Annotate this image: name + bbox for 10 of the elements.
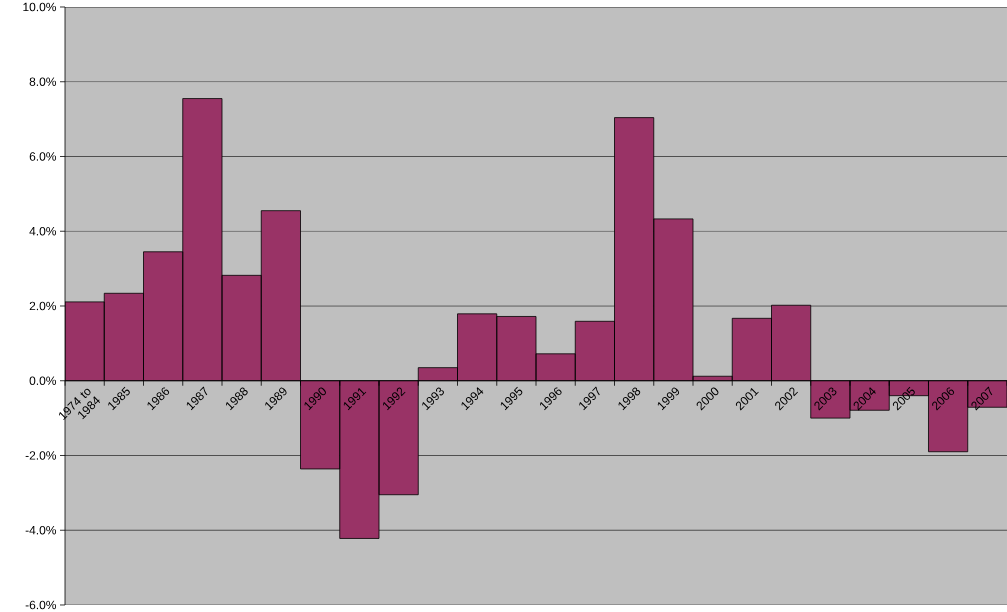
- y-tick-label: 4.0%: [29, 226, 57, 236]
- y-tick-label: -2.0%: [25, 451, 57, 460]
- y-tick-label: -6.0%: [25, 600, 57, 610]
- y-tick-label: -4.0%: [25, 525, 57, 535]
- y-tick-label: 6.0%: [29, 152, 57, 161]
- bar: [379, 380, 419, 495]
- y-tick-label: 10.0%: [23, 2, 57, 12]
- y-tick-label: 2.0%: [29, 301, 57, 311]
- y-tick-label: 0.0%: [29, 376, 57, 385]
- y-tick-label: 8.0%: [29, 77, 57, 86]
